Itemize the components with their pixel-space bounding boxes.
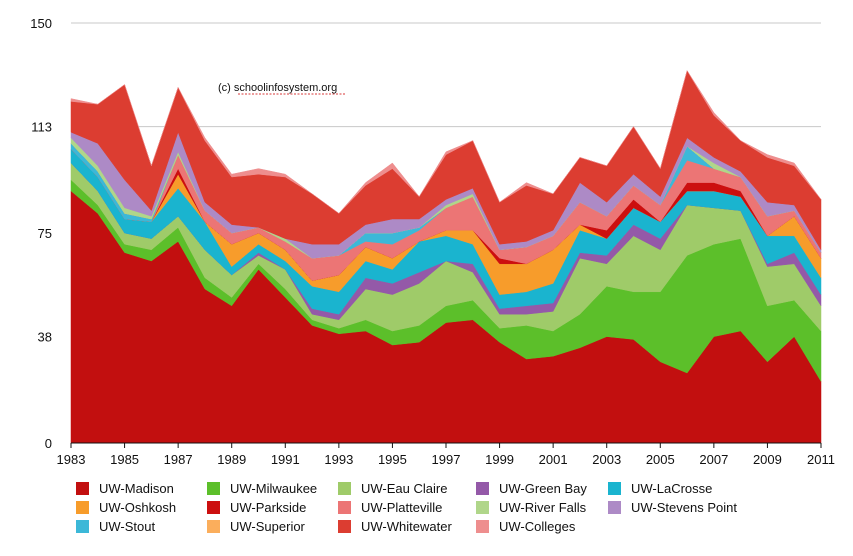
legend-label: UW-Parkside bbox=[230, 500, 307, 515]
legend-item: UW-Oshkosh bbox=[76, 499, 207, 516]
y-tick-label: 113 bbox=[31, 120, 52, 135]
legend-label: UW-LaCrosse bbox=[631, 481, 713, 496]
legend-swatch bbox=[476, 520, 489, 533]
legend-swatch bbox=[76, 501, 89, 514]
y-tick-label: 38 bbox=[38, 330, 52, 345]
legend-label: UW-Colleges bbox=[499, 519, 576, 534]
legend-swatch bbox=[338, 501, 351, 514]
legend-item: UW-Superior bbox=[207, 518, 338, 535]
legend-item: UW-Eau Claire bbox=[338, 480, 476, 497]
legend-label: UW-Milwaukee bbox=[230, 481, 318, 496]
legend-label: UW-River Falls bbox=[499, 500, 587, 515]
axes: 0 38 75 113 150 1983 1985 1987 1989 1991 1993 1995 1… bbox=[30, 16, 835, 467]
legend-label: UW-Madison bbox=[99, 481, 174, 496]
legend-label: UW-Platteville bbox=[361, 500, 443, 515]
legend-swatch bbox=[76, 520, 89, 533]
legend-item: UW-LaCrosse bbox=[608, 480, 758, 497]
x-tick-label: 1997 bbox=[432, 452, 461, 467]
x-tick-label: 2003 bbox=[592, 452, 621, 467]
legend-swatch bbox=[207, 482, 220, 495]
x-tick-label: 1993 bbox=[324, 452, 353, 467]
x-tick-label: 1999 bbox=[485, 452, 514, 467]
legend-swatch bbox=[608, 482, 621, 495]
legend-label: UW-Whitewater bbox=[361, 519, 452, 534]
legend-item: UW-River Falls bbox=[476, 499, 608, 516]
legend: UW-Madison UW-Milwaukee UW-Eau Claire UW-Gr… bbox=[76, 480, 776, 535]
legend-label: UW-Superior bbox=[230, 519, 305, 534]
legend-item: UW-Parkside bbox=[207, 499, 338, 516]
legend-swatch bbox=[207, 520, 220, 533]
legend-item: UW-Stout bbox=[76, 518, 207, 535]
legend-item: UW-Madison bbox=[76, 480, 207, 497]
x-tick-label: 2007 bbox=[699, 452, 728, 467]
x-tick-label: 1987 bbox=[164, 452, 193, 467]
watermark: (c) schoolinfosystem.org bbox=[218, 82, 337, 94]
legend-label: UW-Stout bbox=[99, 519, 156, 534]
y-tick-label: 150 bbox=[30, 16, 52, 31]
legend-label: UW-Green Bay bbox=[499, 481, 587, 496]
stacked-area-chart: 0 38 75 113 150 1983 1985 1987 1989 1991 1993 1995 1… bbox=[30, 16, 835, 467]
y-tick-label: 75 bbox=[38, 226, 52, 241]
legend-label: UW-Oshkosh bbox=[99, 500, 177, 515]
x-tick-label: 1995 bbox=[378, 452, 407, 467]
legend-label: UW-Stevens Point bbox=[631, 500, 737, 515]
legend-swatch bbox=[338, 520, 351, 533]
x-tick-label: 1991 bbox=[271, 452, 300, 467]
x-tick-label: 1983 bbox=[57, 452, 86, 467]
legend-swatch bbox=[76, 482, 89, 495]
x-tick-label: 2001 bbox=[539, 452, 568, 467]
x-tick-label: 2011 bbox=[807, 452, 835, 467]
legend-item: UW-Stevens Point bbox=[608, 499, 758, 516]
legend-swatch bbox=[608, 501, 621, 514]
legend-item: UW-Green Bay bbox=[476, 480, 608, 497]
legend-swatch bbox=[476, 501, 489, 514]
y-tick-label: 0 bbox=[45, 436, 52, 451]
x-tick-label: 1989 bbox=[217, 452, 246, 467]
x-tick-label: 1985 bbox=[110, 452, 139, 467]
legend-item: UW-Platteville bbox=[338, 499, 476, 516]
legend-item: UW-Whitewater bbox=[338, 518, 476, 535]
x-tick-label: 2009 bbox=[753, 452, 782, 467]
x-tick-label: 2005 bbox=[646, 452, 675, 467]
legend-label: UW-Eau Claire bbox=[361, 481, 448, 496]
area-uw-colleges bbox=[70, 69, 822, 214]
legend-item: UW-Milwaukee bbox=[207, 480, 338, 497]
legend-swatch bbox=[476, 482, 489, 495]
legend-swatch bbox=[207, 501, 220, 514]
legend-item: UW-Colleges bbox=[476, 518, 608, 535]
legend-swatch bbox=[338, 482, 351, 495]
